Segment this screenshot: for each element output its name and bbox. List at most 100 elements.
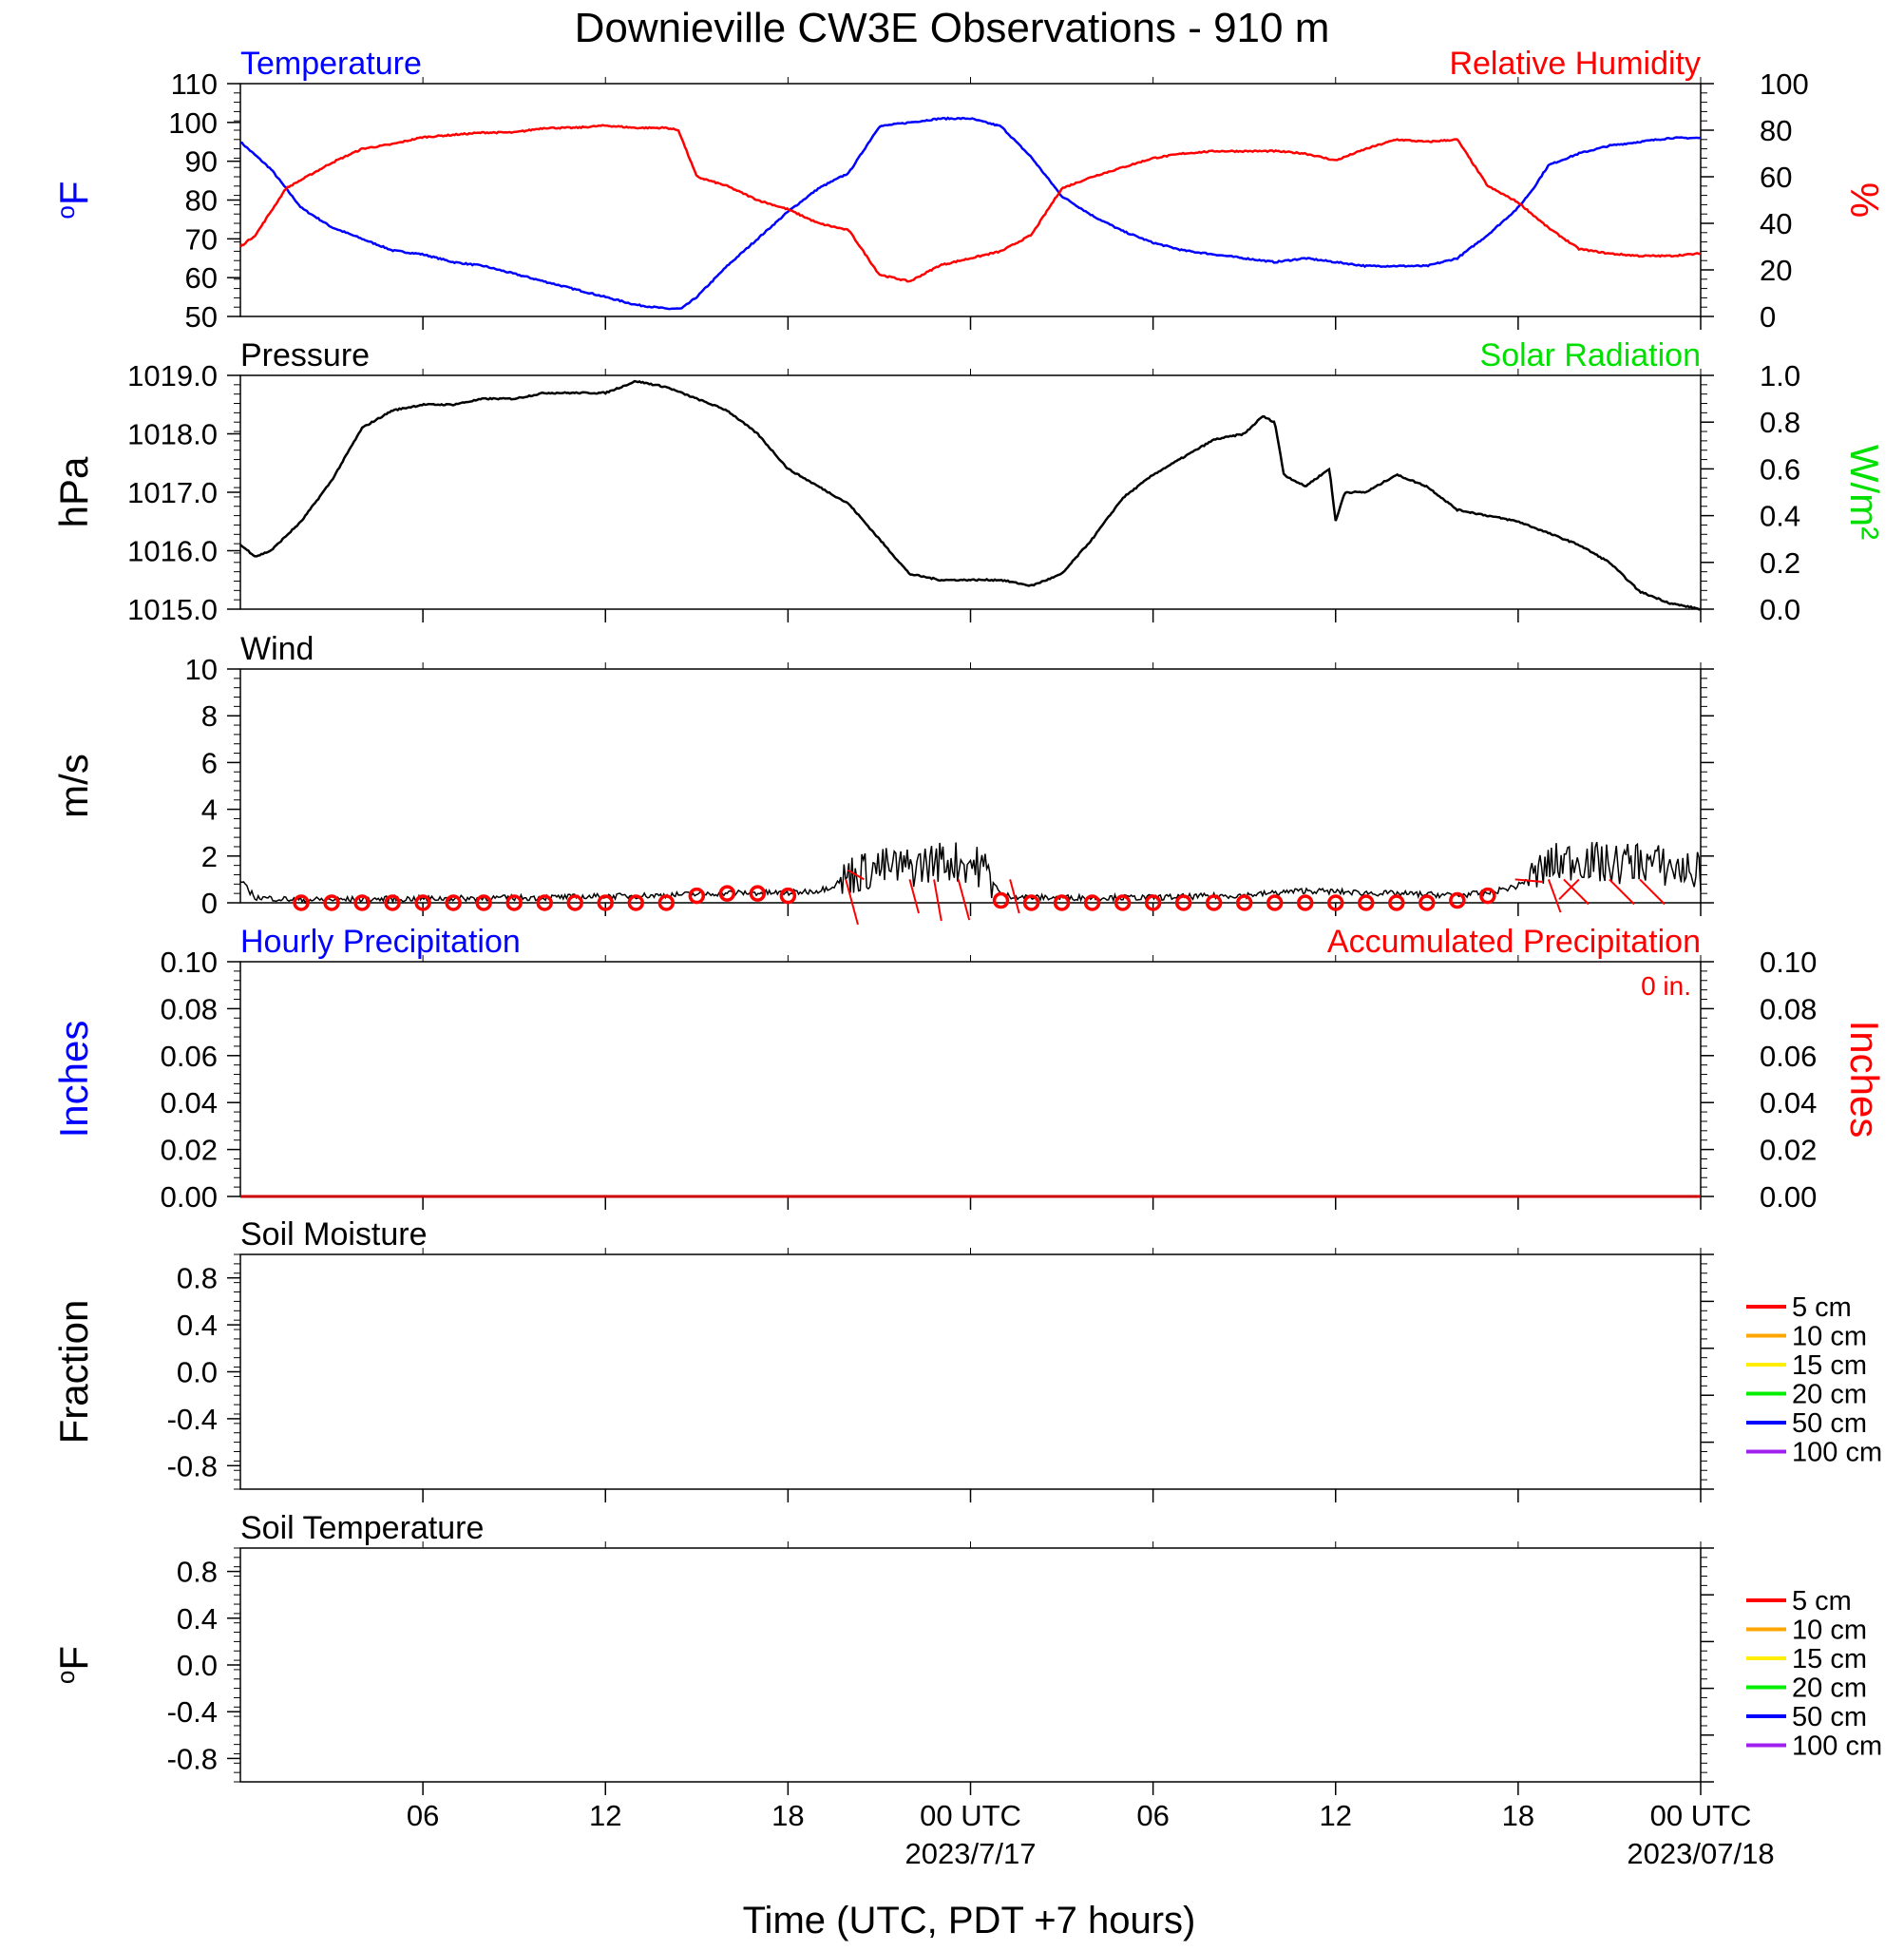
panel-right-title: Accumulated Precipitation bbox=[1327, 924, 1701, 960]
wind-hourly-marker bbox=[597, 894, 614, 911]
wind-barb bbox=[1563, 878, 1590, 906]
right-axis-units: Inches bbox=[1842, 1021, 1887, 1138]
left-tick-label: 0.02 bbox=[161, 1134, 218, 1167]
left-tick-label: 50 bbox=[185, 300, 218, 334]
left-tick-label: 70 bbox=[185, 222, 218, 256]
left-tick-label: -0.8 bbox=[167, 1449, 218, 1482]
left-tick-label: 0.4 bbox=[177, 1602, 218, 1635]
panel-soil_temp: -0.8 -0.4 0.0 0.4 0.8 Soil Temperature oF 5 cm 1… bbox=[51, 1510, 1882, 1795]
wind-barb bbox=[1639, 878, 1666, 906]
wind-barb bbox=[933, 879, 942, 922]
wind-hourly-marker bbox=[1114, 894, 1132, 911]
right-axis-units: % bbox=[1842, 182, 1887, 218]
panel-left-title: Pressure bbox=[240, 337, 370, 373]
left-tick-label: -0.4 bbox=[167, 1695, 218, 1729]
wind-hourly-marker bbox=[1449, 891, 1466, 909]
x-tick-date-label: 2023/07/18 bbox=[1627, 1837, 1774, 1870]
wind-hourly-marker bbox=[1235, 894, 1253, 911]
left-tick-label: 0.06 bbox=[161, 1040, 218, 1073]
panel-temp_rh: 50 60 70 80 90 100 110 0 20 40 60 80 100 Temperature R… bbox=[51, 46, 1887, 334]
left-tick-label: 1016.0 bbox=[127, 535, 218, 568]
panel-left-title: Soil Moisture bbox=[240, 1216, 428, 1253]
legend-label: 50 cm bbox=[1792, 1702, 1867, 1732]
wind-hourly-marker bbox=[414, 894, 431, 911]
wind-barb bbox=[845, 879, 859, 926]
wind-barb bbox=[1009, 879, 1020, 914]
left-axis-units: hPa bbox=[51, 456, 96, 527]
wind-barb bbox=[1609, 878, 1635, 906]
panel-wind: 0 2 4 6 8 10 Wind m/s bbox=[51, 631, 1714, 926]
left-tick-label: 4 bbox=[201, 794, 218, 827]
panel-precip: 0.00 0.02 0.04 0.06 0.08 0.10 0.00 0.02 0.04 0.06… bbox=[51, 924, 1887, 1214]
right-tick-label: 0.08 bbox=[1760, 992, 1817, 1025]
right-tick-label: 20 bbox=[1760, 254, 1792, 287]
right-tick-label: 60 bbox=[1760, 161, 1792, 194]
panel-right-title: Solar Radiation bbox=[1480, 337, 1701, 373]
left-tick-label: 0.4 bbox=[177, 1309, 218, 1342]
left-tick-label: 0.8 bbox=[177, 1556, 218, 1589]
x-tick-label: 18 bbox=[771, 1799, 804, 1832]
right-axis-units: W/m² bbox=[1842, 445, 1887, 540]
right-tick-label: 80 bbox=[1760, 114, 1792, 147]
wind-barb bbox=[957, 879, 971, 921]
left-tick-label: 10 bbox=[185, 653, 218, 686]
legend-label: 20 cm bbox=[1792, 1380, 1867, 1410]
left-tick-label: 1017.0 bbox=[127, 476, 218, 509]
wind-barb bbox=[1558, 878, 1580, 900]
accumulated-total-label: 0 in. bbox=[1641, 971, 1691, 1001]
wind-hourly-marker bbox=[1418, 894, 1436, 911]
wind-hourly-marker bbox=[505, 894, 523, 911]
series-line-temperature bbox=[239, 116, 1702, 311]
legend-label: 15 cm bbox=[1792, 1350, 1867, 1381]
wind-hourly-marker bbox=[1388, 894, 1405, 911]
wind-hourly-marker bbox=[384, 894, 401, 911]
left-tick-label: 0.0 bbox=[177, 1356, 218, 1389]
wind-hourly-marker bbox=[1327, 894, 1344, 911]
wind-hourly-marker bbox=[657, 894, 676, 911]
wind-hourly-marker bbox=[718, 885, 736, 902]
right-tick-label: 0 bbox=[1760, 300, 1776, 334]
panel-left-title: Hourly Precipitation bbox=[240, 924, 521, 960]
legend-label: 5 cm bbox=[1792, 1292, 1852, 1323]
left-tick-label: 80 bbox=[185, 184, 218, 218]
x-tick-label: 12 bbox=[589, 1799, 621, 1832]
x-tick-label: 00 UTC bbox=[1650, 1799, 1752, 1832]
wind-barb bbox=[908, 879, 920, 914]
legend-label: 5 cm bbox=[1792, 1586, 1852, 1616]
wind-hourly-marker bbox=[353, 894, 371, 911]
wind-hourly-marker bbox=[1053, 894, 1071, 911]
x-tick-label: 06 bbox=[407, 1799, 439, 1832]
right-tick-label: 0.10 bbox=[1760, 946, 1817, 979]
right-tick-label: 0.4 bbox=[1760, 500, 1800, 533]
left-tick-label: 0.0 bbox=[177, 1649, 218, 1682]
wind-hourly-marker bbox=[779, 887, 797, 905]
left-axis-units: Inches bbox=[51, 1021, 96, 1138]
right-tick-label: 40 bbox=[1760, 207, 1792, 240]
wind-hourly-marker bbox=[475, 894, 492, 911]
left-tick-label: -0.8 bbox=[167, 1742, 218, 1775]
wind-hourly-marker bbox=[445, 894, 462, 911]
panel-left-title: Soil Temperature bbox=[240, 1510, 484, 1546]
left-axis-units: oF bbox=[51, 1646, 96, 1684]
left-tick-label: 0.04 bbox=[161, 1086, 218, 1119]
panel-left-title: Wind bbox=[240, 631, 314, 667]
wind-hourly-marker bbox=[992, 891, 1010, 909]
right-tick-label: 0.04 bbox=[1760, 1086, 1817, 1119]
wind-barb bbox=[1514, 878, 1544, 883]
wind-hourly-marker bbox=[1174, 894, 1192, 911]
x-tick-label: 00 UTC bbox=[920, 1799, 1021, 1832]
legend-label: 100 cm bbox=[1792, 1731, 1882, 1762]
series-line-pressure bbox=[239, 379, 1702, 611]
x-axis-title: Time (UTC, PDT +7 hours) bbox=[743, 1900, 1196, 1941]
wind-barb bbox=[1547, 879, 1562, 913]
right-tick-label: 0.0 bbox=[1760, 593, 1800, 626]
right-tick-label: 100 bbox=[1760, 67, 1809, 101]
x-tick-label: 12 bbox=[1320, 1799, 1352, 1832]
left-tick-label: 110 bbox=[171, 67, 218, 101]
wind-hourly-marker bbox=[293, 894, 310, 911]
left-tick-label: 8 bbox=[201, 699, 218, 733]
wind-hourly-marker bbox=[627, 894, 645, 911]
wind-barb bbox=[847, 869, 865, 881]
left-axis-units: m/s bbox=[51, 754, 96, 818]
